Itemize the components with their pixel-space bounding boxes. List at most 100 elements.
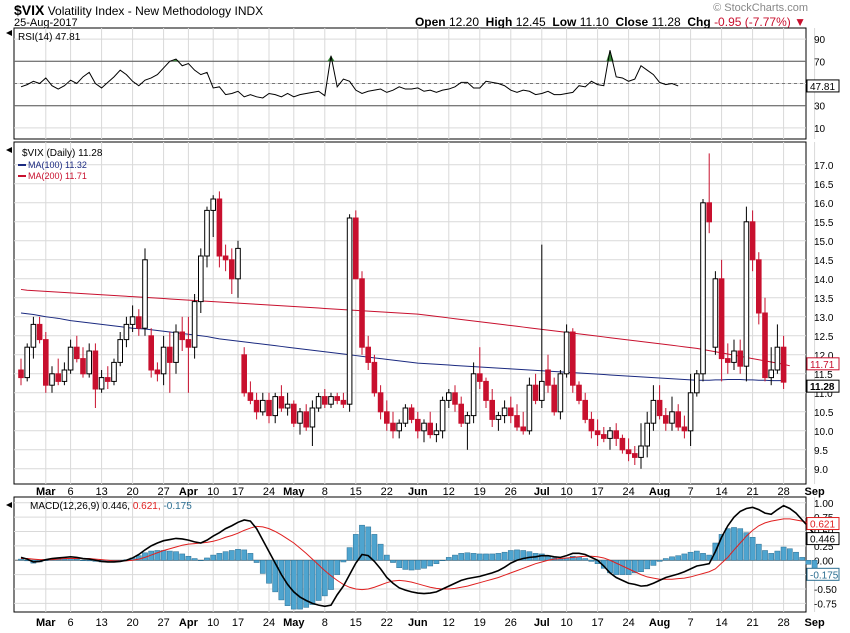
candle-body <box>204 209 210 257</box>
candle <box>167 332 173 393</box>
price-legend-marker <box>6 147 12 153</box>
candle-body <box>570 331 576 386</box>
price-legend: $VIX (Daily) 11.28 <box>22 148 103 159</box>
candle-body <box>346 217 353 405</box>
price-x-tick-label: 24 <box>263 486 275 498</box>
macd-last-label: 0.446 <box>810 535 835 546</box>
candle <box>328 392 334 408</box>
candle-body <box>421 422 427 432</box>
macd-histogram-bar <box>718 534 725 561</box>
rsi-legend-marker <box>6 30 12 36</box>
candle-body <box>514 415 520 428</box>
candle-body <box>80 358 86 375</box>
candle-body <box>173 331 179 363</box>
macd-histogram-bar <box>80 560 86 561</box>
macd-histogram-bar <box>526 551 533 561</box>
candle-body <box>619 437 626 451</box>
candle <box>55 358 62 386</box>
candle <box>768 347 775 386</box>
price-tick-label: 13.0 <box>814 313 834 324</box>
candle <box>210 195 216 237</box>
macd-histogram-bar <box>786 548 793 561</box>
watermark: © StockCharts.com <box>713 2 808 14</box>
price-ma200-last-label: 11.71 <box>810 360 835 371</box>
candle-body <box>247 392 254 401</box>
macd-histogram-bar <box>588 560 595 562</box>
ma100-line <box>20 312 784 382</box>
macd-histogram-bar <box>408 560 415 571</box>
candle <box>173 324 179 374</box>
macd-histogram-bar <box>693 550 700 561</box>
candle-body <box>501 407 508 417</box>
candle-body <box>297 411 303 424</box>
macd-histogram-bar <box>675 555 682 561</box>
candle-body <box>359 278 365 348</box>
candle-body <box>669 411 675 424</box>
candle <box>222 244 229 272</box>
candle-body <box>272 396 278 417</box>
macd-legend-macd: 0.446, <box>102 501 133 512</box>
candle <box>198 248 204 313</box>
candle-body <box>353 217 359 280</box>
macd-histogram-bar <box>352 534 359 561</box>
candle <box>594 419 601 446</box>
candle-body <box>117 339 124 363</box>
macd-histogram-bar <box>253 560 260 563</box>
price-tick-label: 9.0 <box>814 465 828 476</box>
candle <box>396 419 402 439</box>
macd-histogram-bar <box>656 560 663 562</box>
candle-body <box>706 202 713 223</box>
macd-histogram-bar <box>768 553 775 561</box>
candle <box>415 411 421 439</box>
macd-histogram-bar <box>799 557 806 561</box>
candle <box>601 427 607 443</box>
candle <box>477 347 483 389</box>
price-x-tick-label: 20 <box>126 486 138 498</box>
candle <box>625 438 632 462</box>
macd-x-tick-label: 24 <box>622 617 634 629</box>
candle-body <box>656 399 663 417</box>
candle-body <box>198 255 204 303</box>
candle <box>179 316 185 351</box>
candle <box>229 248 235 294</box>
candle-body <box>650 399 657 424</box>
macd-last-label-box <box>806 532 840 546</box>
candle-body <box>36 323 43 341</box>
candle <box>284 392 291 416</box>
candle <box>619 434 626 454</box>
candle-body <box>663 415 669 424</box>
candle <box>539 244 545 408</box>
macd-x-tick-label: 14 <box>715 617 727 629</box>
macd-histogram-bar <box>731 527 737 561</box>
macd-histogram-bar <box>390 560 396 563</box>
candle <box>557 370 564 420</box>
macd-histogram-bar <box>235 549 241 561</box>
macd-histogram-bar <box>377 543 384 561</box>
candle <box>315 392 322 412</box>
macd-histogram-bar <box>383 554 390 561</box>
price-tick-label: 12.5 <box>814 332 834 343</box>
candle-body <box>377 392 384 413</box>
candle-body <box>67 346 74 371</box>
candle-body <box>154 369 161 375</box>
candle-body <box>433 430 440 436</box>
candle <box>191 294 198 359</box>
candle <box>160 335 167 386</box>
candle-body <box>439 399 446 432</box>
macd-hist-last-label: -0.175 <box>810 570 839 581</box>
candle <box>532 373 539 405</box>
macd-histogram-bar <box>309 560 316 605</box>
candle-body <box>681 426 688 432</box>
candle <box>278 385 285 412</box>
macd-x-tick-label: 26 <box>505 617 517 629</box>
macd-histogram-bar <box>334 560 341 575</box>
macd-histogram-bar <box>452 554 458 561</box>
candle <box>98 370 105 393</box>
candle <box>650 385 657 431</box>
macd-legend: MACD(12,26,9) 0.446, 0.621, -0.175 <box>30 501 192 512</box>
candle-body <box>526 384 533 432</box>
candle <box>514 404 520 431</box>
candle-body <box>365 346 371 363</box>
candle-body <box>284 403 291 409</box>
candle-body <box>402 407 409 424</box>
